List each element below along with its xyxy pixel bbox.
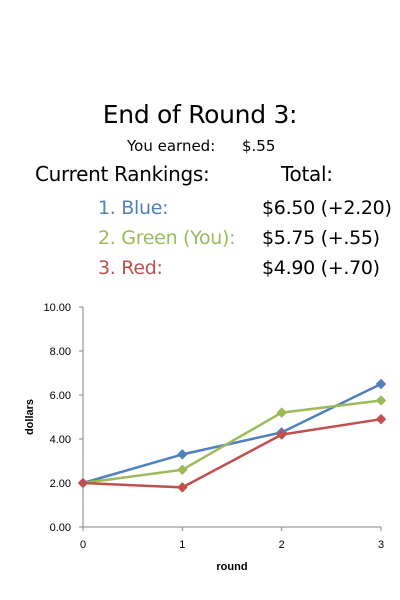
y-tick-label: 0.00 bbox=[50, 522, 71, 534]
chart-labels: 0.00 2.00 4.00 6.00 8.00 10.00 0 1 2 3 round dollar… bbox=[24, 302, 384, 573]
y-tick-label: 4.00 bbox=[50, 434, 71, 446]
ranking-name-red: 3. Red: bbox=[98, 257, 163, 279]
round-title: End of Round 3: bbox=[102, 100, 298, 129]
series-line-0 bbox=[82, 382, 382, 485]
x-axis-label: round bbox=[216, 561, 247, 573]
series-line-2 bbox=[82, 417, 382, 489]
series-point-0 bbox=[176, 449, 188, 460]
y-tick-label: 8.00 bbox=[50, 346, 71, 358]
chart-series bbox=[77, 378, 387, 493]
x-tick-label: 0 bbox=[80, 539, 86, 551]
y-tick-label: 6.00 bbox=[50, 390, 71, 402]
x-tick-label: 3 bbox=[378, 539, 384, 551]
ranking-total-blue: $6.50 (+2.20) bbox=[262, 197, 392, 219]
series-point-2 bbox=[176, 482, 188, 493]
ranking-total-red: $4.90 (+.70) bbox=[262, 257, 380, 279]
earned-label: You earned: bbox=[127, 137, 216, 155]
series-point-2 bbox=[375, 413, 387, 425]
ranking-total-green: $5.75 (+.55) bbox=[262, 227, 380, 249]
y-tick-label: 10.00 bbox=[43, 302, 71, 314]
total-header: Total: bbox=[281, 162, 333, 186]
rankings-header: Current Rankings: bbox=[35, 162, 210, 186]
series-point-2 bbox=[77, 477, 89, 489]
series-point-1 bbox=[375, 395, 387, 406]
series-point-1 bbox=[276, 407, 288, 418]
y-axis-label: dollars bbox=[24, 399, 36, 435]
series-point-2 bbox=[276, 429, 288, 440]
line-chart: 0.00 2.00 4.00 6.00 8.00 10.00 0 1 2 3 round dollar… bbox=[24, 302, 387, 573]
earned-value: $.55 bbox=[242, 137, 276, 155]
series-point-0 bbox=[375, 378, 387, 390]
x-tick-label: 1 bbox=[179, 539, 185, 551]
ranking-name-blue: 1. Blue: bbox=[98, 197, 169, 219]
y-tick-label: 2.00 bbox=[50, 478, 71, 490]
chart-axes bbox=[79, 306, 382, 531]
ranking-name-green: 2. Green (You): bbox=[98, 227, 236, 249]
series-point-1 bbox=[176, 464, 188, 476]
series-line-1 bbox=[82, 399, 382, 485]
x-tick-label: 2 bbox=[279, 539, 285, 551]
